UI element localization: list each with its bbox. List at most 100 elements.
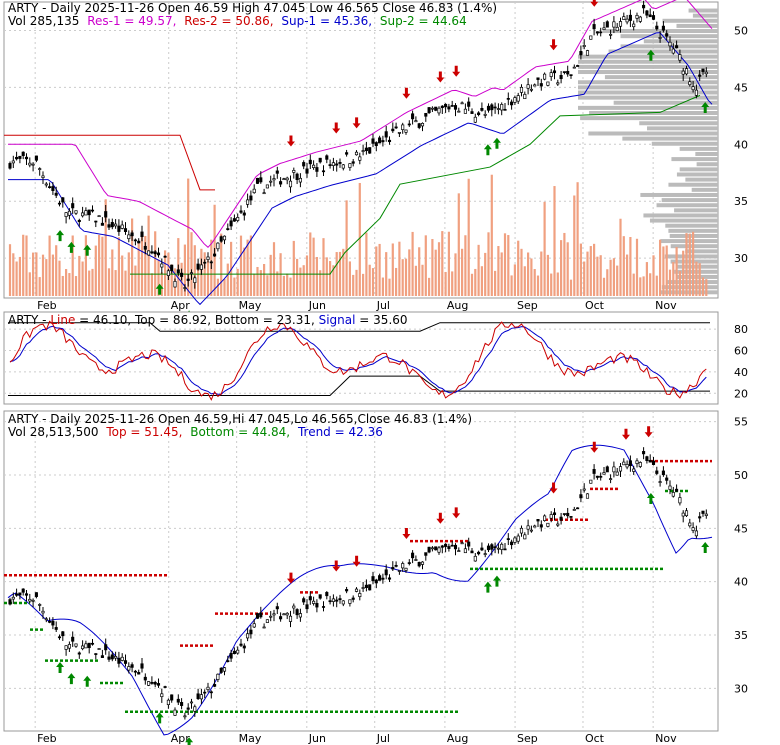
volume-bar-174 [583,261,586,296]
volume-bar-123 [414,265,417,296]
volume-bar-188 [629,237,632,296]
p3-candle-body-61 [209,691,213,694]
p1-candle-body-49 [170,264,174,272]
p3-candle-body-120 [404,567,408,571]
volume-bar-53 [183,244,186,296]
volume-bar-92 [312,237,315,296]
volume-bar-78 [266,275,269,296]
trend-legend-volume: Vol 28,513,500 [8,425,98,439]
volume-bar-9 [38,277,41,296]
volume-bar-77 [263,263,266,296]
stoch-signal-label: Signal [319,313,356,327]
p3-candle-body-154 [516,535,520,542]
volume-bar-27 [98,234,101,296]
p3-month-8: Nov [655,732,677,745]
p3-candle-body-12 [48,620,52,623]
volume-bar-140 [470,273,474,296]
p1-candle-body-76 [259,177,263,183]
p3-candle-body-94 [318,594,322,599]
p3-candle-body-88 [298,613,302,618]
volume-bar-204 [682,250,685,296]
volume-bar-187 [626,254,629,296]
volume-bar-2 [15,261,18,296]
p3-candle-body-10 [41,610,45,614]
volume-bar-7 [32,252,35,296]
trend-sell-arrow-1 [332,560,341,572]
p3-candle-body-176 [589,479,593,484]
p1-candle-body-47 [163,255,167,258]
volume-bar-196 [655,275,658,296]
p3-y-tick-0: 55 [734,416,748,429]
p3-candle-body-108 [364,584,368,588]
p3-candle-body-4 [21,588,25,593]
p1-candle-body-168 [562,71,566,73]
volume-bar-3 [18,256,21,296]
p3-candle-body-49 [170,694,174,701]
p3-candle-body-77 [262,626,266,629]
volume-bar-82 [279,253,282,296]
p1-candle-body-33 [117,225,121,232]
volume-bar-23 [84,235,87,296]
volume-bar-72 [246,239,249,296]
volume-bar-31 [111,249,114,296]
volume-bar-25 [91,268,94,296]
p1-candle-body-114 [384,131,388,138]
p1-candle-body-209 [698,74,702,77]
p1-candle-body-122 [411,113,415,120]
p1-candle-body-142 [477,112,481,115]
p3-candle-body-191 [638,462,642,467]
p3-candle-body-30 [107,656,111,660]
volume-bar-89 [302,265,305,296]
p1-candle-body-56 [193,277,197,283]
volume-bar-116 [391,243,394,296]
p3-candle-body-21 [77,652,81,655]
p1-candle-body-135 [453,105,458,110]
volume-bar-28 [101,236,104,296]
p3-candle-body-186 [622,461,626,466]
p1-month-0: Feb [37,299,56,312]
p1-candle-body-13 [51,186,55,191]
volume-bar-194 [649,273,652,296]
volume-bar-153 [513,264,516,296]
volume-bar-107 [362,273,365,296]
p3-month-4: Jul [376,732,390,745]
p3-candle-body-135 [453,544,458,550]
p3-candle-body-62 [213,684,217,687]
p1-candle-body-162 [543,73,547,80]
p1-candle-body-188 [628,14,632,21]
volume-bar-19 [71,235,74,296]
volume-bar-183 [612,258,615,296]
p3-candle-body-106 [358,593,362,598]
stoch-ticker: ARTY [8,313,39,327]
p1-candle-body-138 [463,108,467,114]
p1-candle-body-46 [160,263,164,268]
p3-candle-body-211 [704,513,708,516]
volume-bar-162 [543,201,546,296]
p3-candle-body-159 [533,525,537,528]
p3-month-2: May [239,732,262,745]
p3-candle-body-209 [698,516,702,519]
volume-bar-132 [444,271,447,296]
p3-candle-body-153 [513,537,517,543]
p1-candle-body-131 [440,105,444,108]
volume-bar-110 [371,268,375,296]
p1-candle-body-17 [64,212,68,217]
p1-candle-body-160 [536,77,540,80]
stoch-top-line [8,322,710,332]
p1-candle-body-100 [338,162,342,164]
p1-candle-body-179 [599,31,603,34]
trend-panel-title: ARTY - Daily 2025-11-26 Open 46.59,Hi 47… [8,412,472,426]
legend-sup-1: Sup-1 = 45.36, [281,14,372,28]
p3-candle-body-171 [572,509,576,511]
p3-candle-body-23 [84,643,88,649]
p3-y-tick-5: 30 [734,682,748,695]
p1-candle-body-35 [123,228,128,232]
p1-candle-body-30 [107,224,111,228]
price-panel-legend: Vol 285,135 Res-1 = 49.57, Res-2 = 50.86… [8,14,467,28]
p3-candle-body-125 [420,561,425,565]
p3-candle-body-151 [506,538,510,540]
p1-candle-body-150 [503,108,507,111]
p1-candle-body-102 [345,152,349,155]
p3-candle-body-160 [536,519,540,522]
volume-bar-141 [474,268,477,296]
